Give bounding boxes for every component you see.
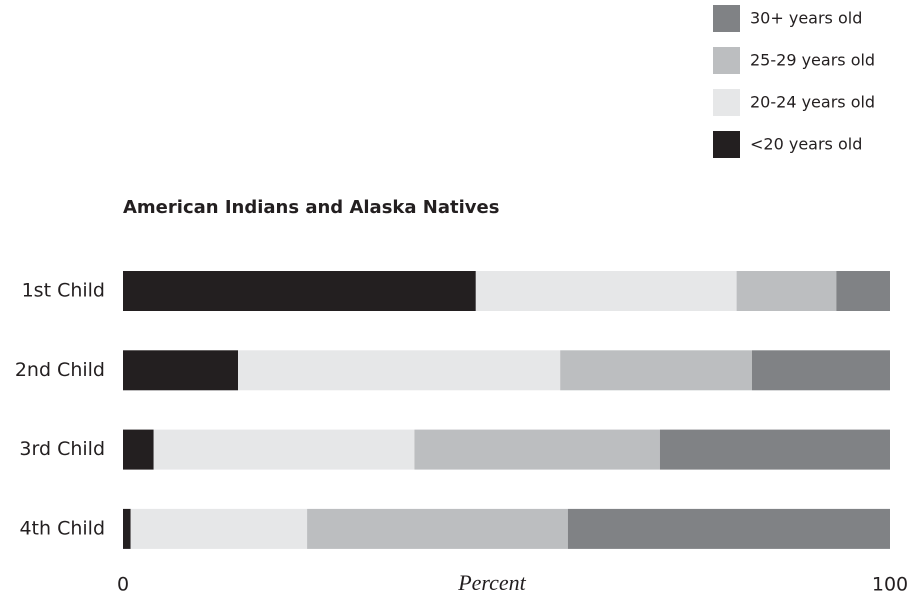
bar-segment xyxy=(123,350,239,391)
bar-segment xyxy=(560,350,752,391)
legend-swatch xyxy=(713,131,740,158)
legend-label: <20 years old xyxy=(750,135,862,154)
bar-segment xyxy=(659,429,890,470)
y-tick-label: 2nd Child xyxy=(15,359,105,381)
legend-swatch xyxy=(713,89,740,116)
bar-segment xyxy=(153,429,415,470)
legend-label: 20-24 years old xyxy=(750,93,875,112)
y-tick-label: 3rd Child xyxy=(19,438,105,460)
bar-segment xyxy=(475,271,737,311)
bar-segment xyxy=(123,508,131,549)
chart-title: American Indians and Alaska Natives xyxy=(123,197,499,218)
x-axis-label: Percent xyxy=(457,570,526,595)
x-tick-label: 0 xyxy=(117,574,129,596)
bar-segment xyxy=(836,271,890,311)
x-tick-label: 100 xyxy=(872,574,908,596)
bar-segment xyxy=(414,429,660,470)
legend-label: 30+ years old xyxy=(750,9,862,28)
bar-segment xyxy=(751,350,890,391)
y-tick-label: 1st Child xyxy=(22,280,105,302)
bar-segment xyxy=(123,429,154,470)
y-tick-label: 4th Child xyxy=(19,517,105,539)
bar-segment xyxy=(238,350,561,391)
bar-segment xyxy=(736,271,837,311)
bar-segment xyxy=(130,508,308,549)
bar-segment xyxy=(567,508,890,549)
bar-segment xyxy=(123,271,476,311)
legend-swatch xyxy=(713,5,740,32)
legend-label: 25-29 years old xyxy=(750,51,875,70)
legend-swatch xyxy=(713,47,740,74)
bar-segment xyxy=(307,508,568,549)
